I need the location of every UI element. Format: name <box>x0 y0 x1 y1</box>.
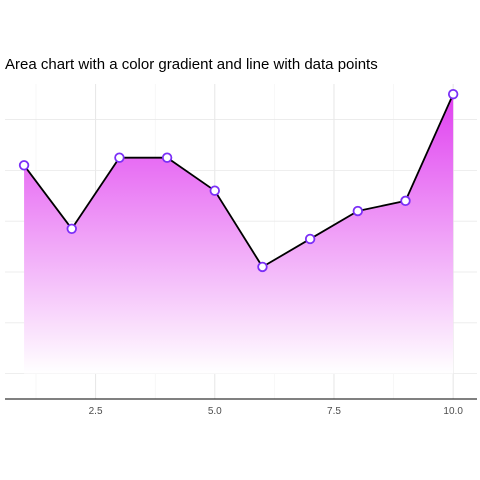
area-fill <box>24 94 454 374</box>
x-tick-label: 5.0 <box>208 406 222 417</box>
x-tick-label: 7.5 <box>327 406 341 417</box>
data-point <box>304 233 316 245</box>
data-point <box>18 160 30 171</box>
data-point <box>447 88 459 100</box>
data-point <box>352 205 364 217</box>
data-point <box>161 152 173 163</box>
data-point <box>66 223 77 234</box>
data-point <box>209 185 220 196</box>
series-line <box>23 93 454 268</box>
data-point <box>114 152 125 163</box>
x-tick-label: 2.5 <box>89 406 103 417</box>
chart-title: Area chart with a color gradient and lin… <box>5 56 378 73</box>
line-layer <box>23 93 454 268</box>
x-tick-label: 10.0 <box>443 406 463 417</box>
points-layer <box>18 88 459 273</box>
x-axis: 2.5 5.0 7.5 10.0 <box>5 398 477 417</box>
data-point <box>257 261 268 273</box>
data-point <box>400 195 411 207</box>
area-layer <box>24 94 454 374</box>
